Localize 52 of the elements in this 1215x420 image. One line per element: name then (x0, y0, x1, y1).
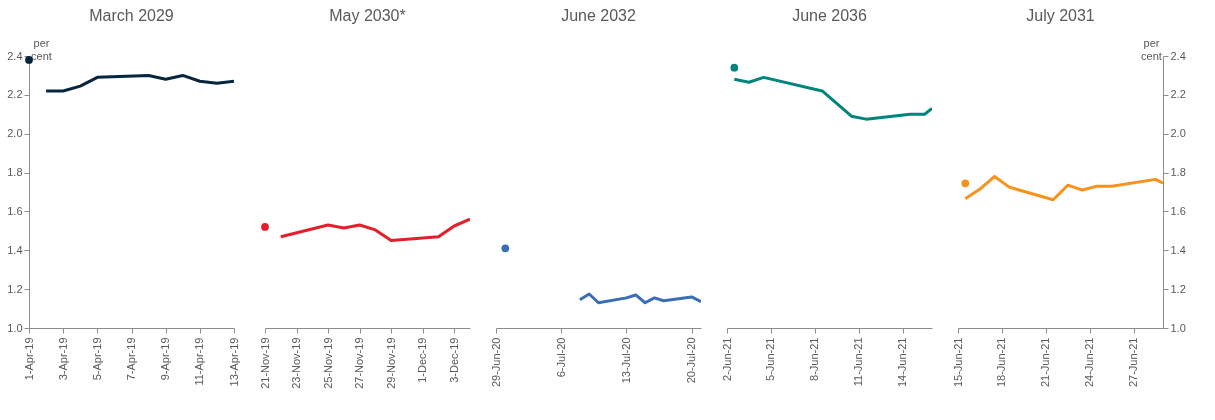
x-tick-label: 29-Jun-20 (489, 337, 502, 388)
x-tick-label: 5-Jun-21 (764, 337, 777, 381)
y-tick-label: 2.0 (7, 127, 23, 140)
x-tick-label: 20-Jul-20 (685, 337, 698, 384)
line-series (44, 73, 234, 93)
x-tick-label: 11-Jun-21 (852, 337, 865, 387)
x-tick-label: 29-Nov-19 (384, 337, 397, 389)
y2-tick-label: 2.4 (1170, 49, 1186, 62)
y-tick-label: 2.4 (7, 49, 23, 62)
x-tick-label: 7-Apr-19 (125, 337, 137, 381)
y2-tick-label: 2.0 (1170, 127, 1186, 140)
x-tick-label: 15-Jun-21 (951, 337, 964, 388)
y-tick-label: 1.8 (7, 166, 23, 179)
x-tick-label: 23-Nov-19 (290, 337, 303, 389)
chart-title: June 2036 (792, 7, 867, 24)
y2-tick-label: 1.8 (1170, 166, 1186, 179)
y2-axis-title: per cent (1141, 36, 1162, 62)
x-tick-label: 6-Jul-20 (554, 337, 567, 378)
chart-title: March 2029 (89, 7, 174, 24)
x-tick-label: 1-Dec-19 (416, 337, 429, 383)
x-tick-label: 24-Jun-21 (1083, 337, 1096, 388)
chart-title: July 2031 (1026, 7, 1095, 24)
y-tick-label: 1.0 (7, 321, 23, 334)
y2-tick-label: 1.4 (1170, 243, 1186, 256)
x-tick-label: 25-Nov-19 (321, 337, 334, 389)
y-tick-label: 1.4 (7, 243, 23, 256)
y-tick-label: 2.2 (7, 88, 23, 101)
x-tick-label: 3-Dec-19 (447, 337, 460, 383)
x-tick-label: 2-Jun-21 (720, 337, 733, 381)
x-tick-label: 5-Apr-19 (90, 337, 103, 381)
x-tick-label: 9-Apr-19 (159, 337, 172, 381)
y-axis-title: per cent (31, 36, 52, 62)
y2-tick-label: 1.6 (1170, 204, 1186, 217)
x-tick-label: 27-Jun-21 (1127, 337, 1140, 388)
x-tick-label: 13-Jul-20 (619, 337, 632, 384)
y2-tick-label: 2.2 (1170, 88, 1186, 101)
x-tick-label: 11-Apr-19 (193, 337, 206, 386)
y-tick-label: 1.6 (7, 204, 23, 217)
x-tick-label: 21-Jun-21 (1039, 337, 1052, 388)
y2-tick-label: 1.2 (1170, 282, 1186, 295)
chart-title: June 2032 (561, 7, 636, 24)
y2-tick-label: 1.0 (1170, 321, 1186, 334)
x-tick-label: 18-Jun-21 (995, 337, 1008, 388)
x-tick-label: 3-Apr-19 (56, 337, 69, 381)
x-tick-label: 13-Apr-19 (227, 337, 240, 387)
x-tick-label: 14-Jun-21 (896, 337, 909, 388)
x-tick-label: 1-Apr-19 (22, 337, 35, 381)
y-tick-label: 1.2 (7, 282, 23, 295)
x-tick-label: 21-Nov-19 (258, 337, 271, 389)
chart-title: May 2030* (329, 7, 406, 24)
x-tick-label: 27-Nov-19 (353, 337, 366, 389)
x-tick-label: 8-Jun-21 (808, 337, 821, 381)
